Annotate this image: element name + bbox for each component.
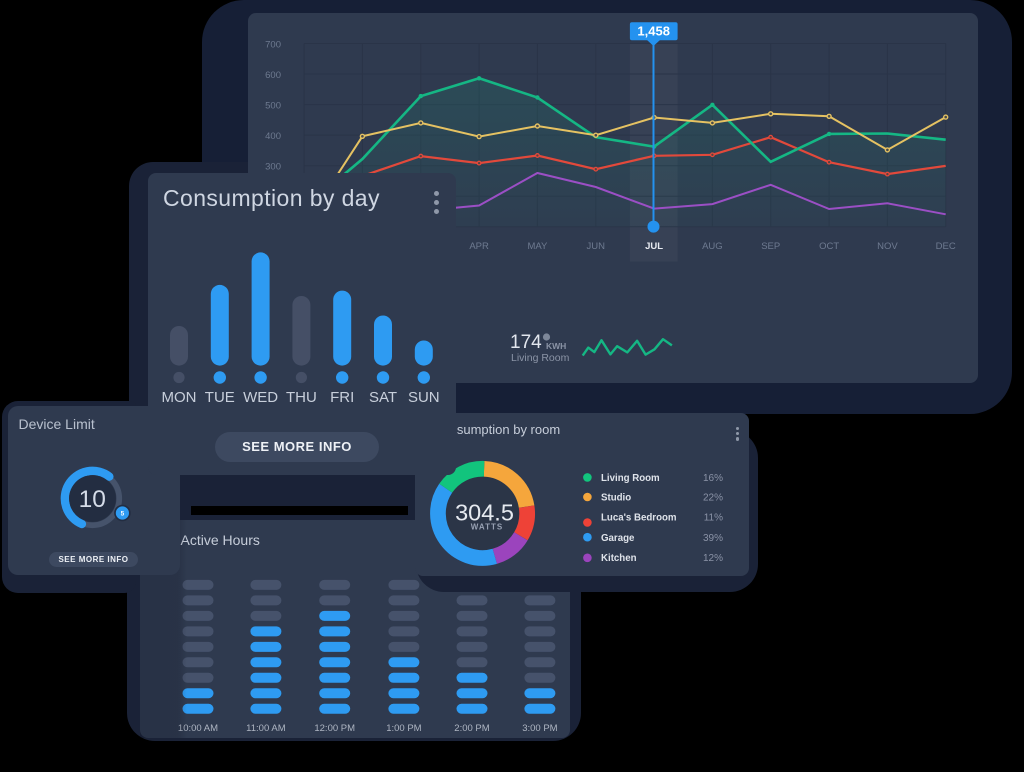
svg-text:500: 500 (265, 101, 281, 112)
svg-text:Luca's Bedroom: Luca's Bedroom (601, 512, 677, 523)
svg-text:TUE: TUE (205, 389, 235, 406)
svg-text:AUG: AUG (702, 241, 723, 252)
svg-text:Living Room: Living Room (511, 352, 570, 364)
svg-text:Garage: Garage (601, 533, 635, 544)
svg-text:11%: 11% (704, 512, 723, 523)
svg-text:39%: 39% (703, 533, 723, 544)
svg-text:OCT: OCT (819, 241, 839, 252)
svg-text:22%: 22% (703, 493, 723, 504)
svg-text:Living Room: Living Room (601, 473, 660, 484)
svg-text:10:00 AM: 10:00 AM (178, 723, 218, 734)
svg-text:174: 174 (510, 332, 542, 353)
svg-text:SUN: SUN (408, 389, 440, 406)
svg-text:400: 400 (265, 131, 281, 142)
svg-text:2:00 PM: 2:00 PM (454, 723, 489, 734)
svg-text:THU: THU (286, 389, 317, 406)
svg-text:5: 5 (121, 511, 125, 518)
svg-text:SEP: SEP (761, 241, 780, 252)
svg-text:304.5: 304.5 (455, 499, 514, 525)
svg-text:1,458: 1,458 (637, 24, 670, 39)
svg-text:JUN: JUN (587, 241, 606, 252)
svg-text:JUL: JUL (645, 241, 663, 252)
svg-text:Studio: Studio (601, 493, 631, 504)
svg-text:11:00 AM: 11:00 AM (246, 723, 286, 734)
svg-text:600: 600 (265, 70, 281, 81)
svg-text:700: 700 (265, 40, 281, 51)
svg-text:10: 10 (79, 486, 106, 513)
svg-text:MON: MON (162, 389, 197, 406)
svg-text:DEC: DEC (936, 241, 956, 252)
svg-text:NOV: NOV (877, 241, 898, 252)
svg-text:FRI: FRI (330, 389, 354, 406)
svg-text:1:00 PM: 1:00 PM (386, 723, 421, 734)
svg-text:16%: 16% (703, 473, 723, 484)
svg-text:MAY: MAY (527, 241, 548, 252)
svg-text:KWH: KWH (546, 341, 566, 351)
svg-text:WED: WED (243, 389, 278, 406)
svg-text:300: 300 (265, 162, 281, 173)
svg-text:12:00 PM: 12:00 PM (314, 723, 355, 734)
svg-text:Kitchen: Kitchen (601, 553, 637, 564)
svg-text:APR: APR (469, 241, 489, 252)
svg-text:WATTS: WATTS (471, 523, 503, 532)
svg-text:3:00 PM: 3:00 PM (522, 723, 557, 734)
svg-text:SAT: SAT (369, 389, 397, 406)
svg-text:12%: 12% (703, 553, 723, 564)
